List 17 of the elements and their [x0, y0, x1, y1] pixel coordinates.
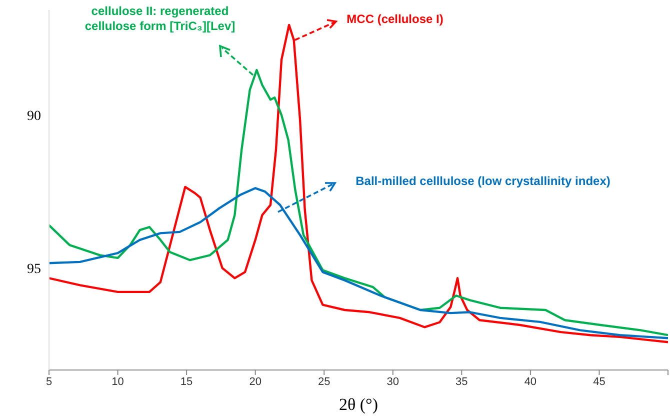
- legend-label: MCC (cellulose I): [346, 12, 444, 27]
- x-tick-label: 30: [386, 376, 400, 388]
- x-tick-label: 35: [456, 376, 468, 388]
- x-tick-label: 15: [180, 376, 193, 388]
- x-tick-label: 40: [524, 376, 537, 388]
- line-series: [49, 187, 668, 340]
- x-tick-label: 5: [46, 376, 52, 388]
- x-axis-title: 2θ (°): [338, 395, 378, 414]
- line-series: [49, 68, 668, 336]
- legend-label: Ball-milled celllulose (low crystallinity index): [354, 174, 612, 189]
- x-tick-label: 20: [249, 376, 262, 388]
- text: cellulose II: regenerated cellulose form [TriC₃][Lev]: [84, 4, 236, 34]
- y-tick-label: 90: [27, 108, 41, 124]
- x-tick-label: 25: [318, 376, 330, 388]
- y-tick-label: 95: [27, 262, 41, 278]
- x-tick-label: 45: [593, 376, 606, 388]
- x-tick-label: 10: [112, 376, 124, 388]
